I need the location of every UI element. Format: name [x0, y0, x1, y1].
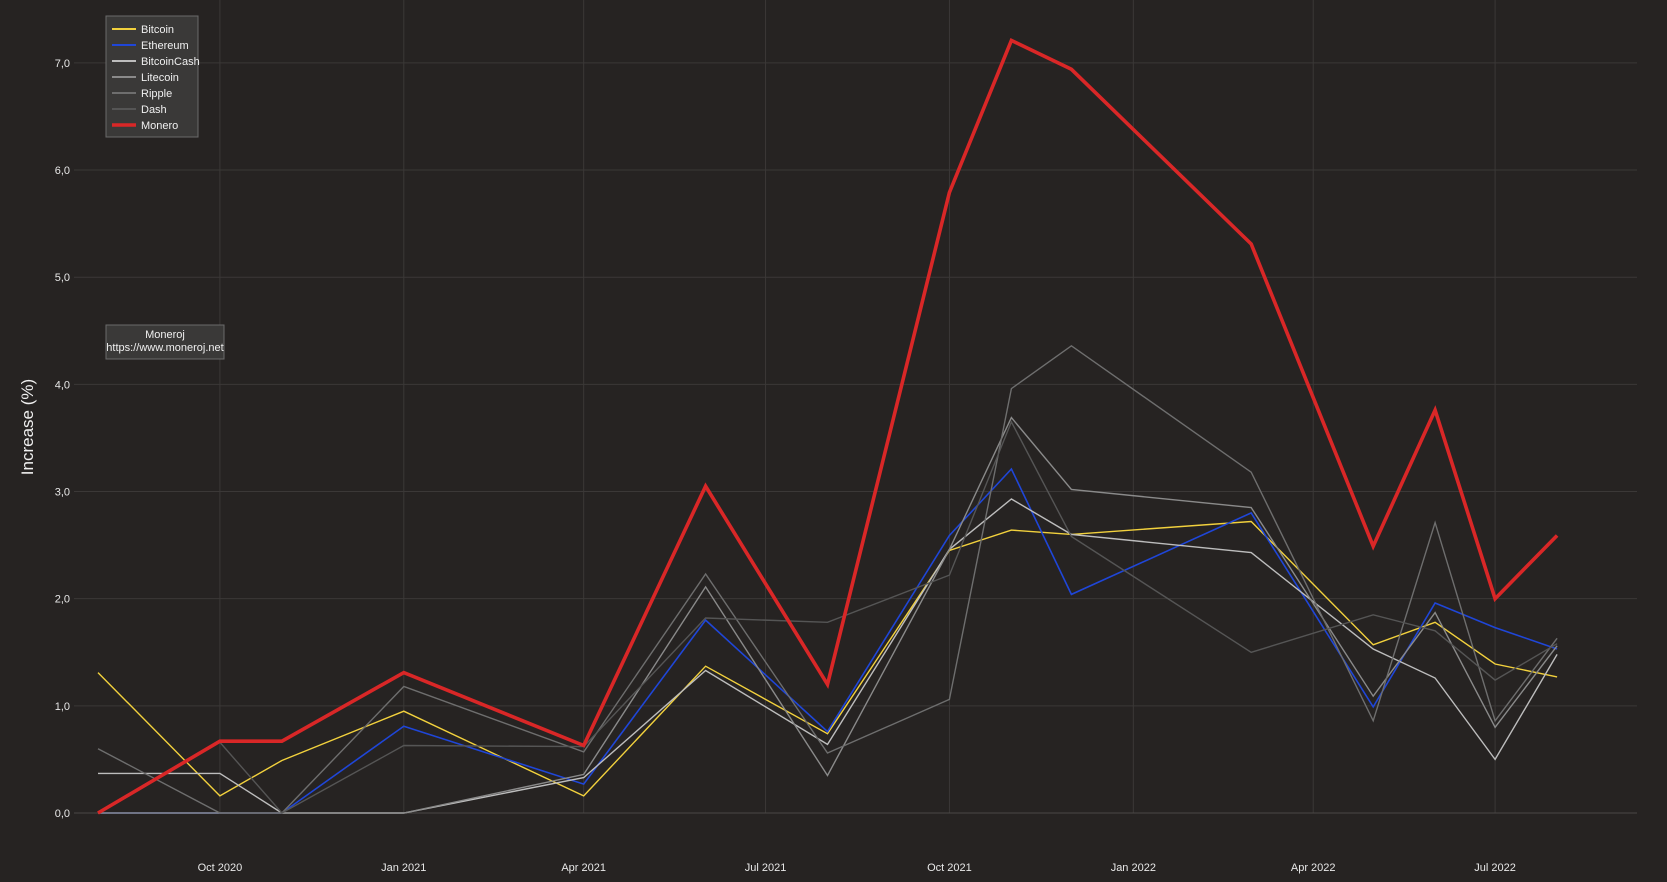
series-line-monero	[97, 37, 1559, 815]
watermark-title: Moneroj	[145, 329, 185, 341]
legend-label-dash: Dash	[141, 104, 167, 116]
y-tick-label: 3,0	[55, 487, 70, 499]
x-tick-label: Jul 2022	[1474, 862, 1516, 874]
legend-label-litecoin: Litecoin	[141, 72, 179, 84]
legend-label-bitcoincash: BitcoinCash	[141, 56, 200, 68]
y-tick-label: 2,0	[55, 594, 70, 606]
legend-items: Bitcoin Ethereum BitcoinCash Litecoin Ripple…	[112, 24, 200, 132]
legend-label-ripple: Ripple	[141, 88, 172, 100]
x-tick-label: Oct 2020	[198, 862, 243, 874]
y-tick-label: 6,0	[55, 165, 70, 177]
x-tick-label: Oct 2021	[927, 862, 972, 874]
legend-label-ethereum: Ethereum	[141, 40, 189, 52]
y-tick-label: 0,0	[55, 808, 70, 820]
y-tick-label: 7,0	[55, 58, 70, 70]
y-tick-label: 4,0	[55, 379, 70, 391]
x-tick-label: Jan 2022	[1111, 862, 1156, 874]
y-tick-label: 5,0	[55, 272, 70, 284]
series-line-dash	[97, 420, 1558, 814]
x-tick-label: Apr 2022	[1291, 862, 1336, 874]
y-tick-label: 1,0	[55, 701, 70, 713]
legend-label-bitcoin: Bitcoin	[141, 24, 174, 36]
series-line-ethereum	[98, 467, 1558, 814]
x-tick-label: Apr 2021	[561, 862, 606, 874]
axes: Oct 2020 Jan 2021 Apr 2021 Jul 2021 Oct 2021…	[55, 58, 1516, 874]
watermark-box	[105, 324, 225, 360]
legend-label-monero: Monero	[141, 120, 178, 132]
y-axis-label: Increase (%)	[18, 379, 37, 475]
x-tick-label: Jul 2021	[745, 862, 787, 874]
watermark-url: https://www.moneroj.net	[106, 342, 223, 354]
series-lines	[97, 37, 1559, 815]
watermark-annotation: Moneroj https://www.moneroj.net	[105, 324, 225, 360]
x-tick-label: Jan 2021	[381, 862, 426, 874]
series-line-litecoin	[98, 416, 1558, 814]
legend: Bitcoin Ethereum BitcoinCash Litecoin Ripple…	[105, 15, 200, 138]
series-line-ripple	[97, 344, 1558, 814]
